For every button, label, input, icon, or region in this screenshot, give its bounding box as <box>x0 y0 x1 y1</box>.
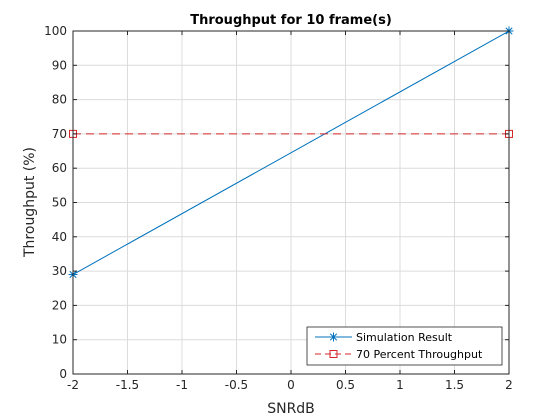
x-tick-label: -1.5 <box>116 378 139 392</box>
legend-entry: 70 Percent Throughput <box>315 348 483 361</box>
y-tick-label: 0 <box>59 367 67 381</box>
x-tick-label: 0 <box>287 378 295 392</box>
y-tick-label: 30 <box>52 264 67 278</box>
y-tick-label: 60 <box>52 161 67 175</box>
x-axis-label: SNRdB <box>267 401 315 417</box>
x-tick-label: 1 <box>396 378 404 392</box>
legend-box <box>306 326 503 366</box>
legend-entries: Simulation Result 70 Percent Throughput <box>315 331 483 361</box>
y-axis-label: Throughput (%) <box>22 147 38 258</box>
y-tick-label: 20 <box>52 298 67 312</box>
y-tick-label: 100 <box>44 24 67 38</box>
y-tick-label: 50 <box>52 196 67 210</box>
x-tick-label: 0.5 <box>336 378 355 392</box>
y-tick-label: 70 <box>52 127 67 141</box>
y-tick-label: 10 <box>52 333 67 347</box>
axis-ticks: -2 -1.5 -1 -0.5 0 0.5 1 1.5 20102030405060708090… <box>44 24 513 392</box>
grid <box>72 30 510 375</box>
legend-marker <box>329 350 338 358</box>
legend-label: Simulation Result <box>356 331 453 344</box>
x-tick-label: 1.5 <box>445 378 464 392</box>
x-tick-label: -2 <box>67 378 79 392</box>
legend-marker <box>329 332 338 342</box>
x-tick-label: -0.5 <box>225 378 248 392</box>
y-tick-label: 40 <box>52 230 67 244</box>
legend: Simulation Result 70 Percent Throughput <box>306 326 503 366</box>
y-tick-label: 90 <box>52 58 67 72</box>
legend-label: 70 Percent Throughput <box>356 348 483 361</box>
chart-title: Throughput for 10 frame(s) <box>190 13 392 28</box>
x-tick-label: 2 <box>505 378 513 392</box>
y-tick-label: 80 <box>52 93 67 107</box>
series-line <box>72 30 510 275</box>
x-tick-label: -1 <box>176 378 188 392</box>
legend-entry: Simulation Result <box>315 331 453 344</box>
